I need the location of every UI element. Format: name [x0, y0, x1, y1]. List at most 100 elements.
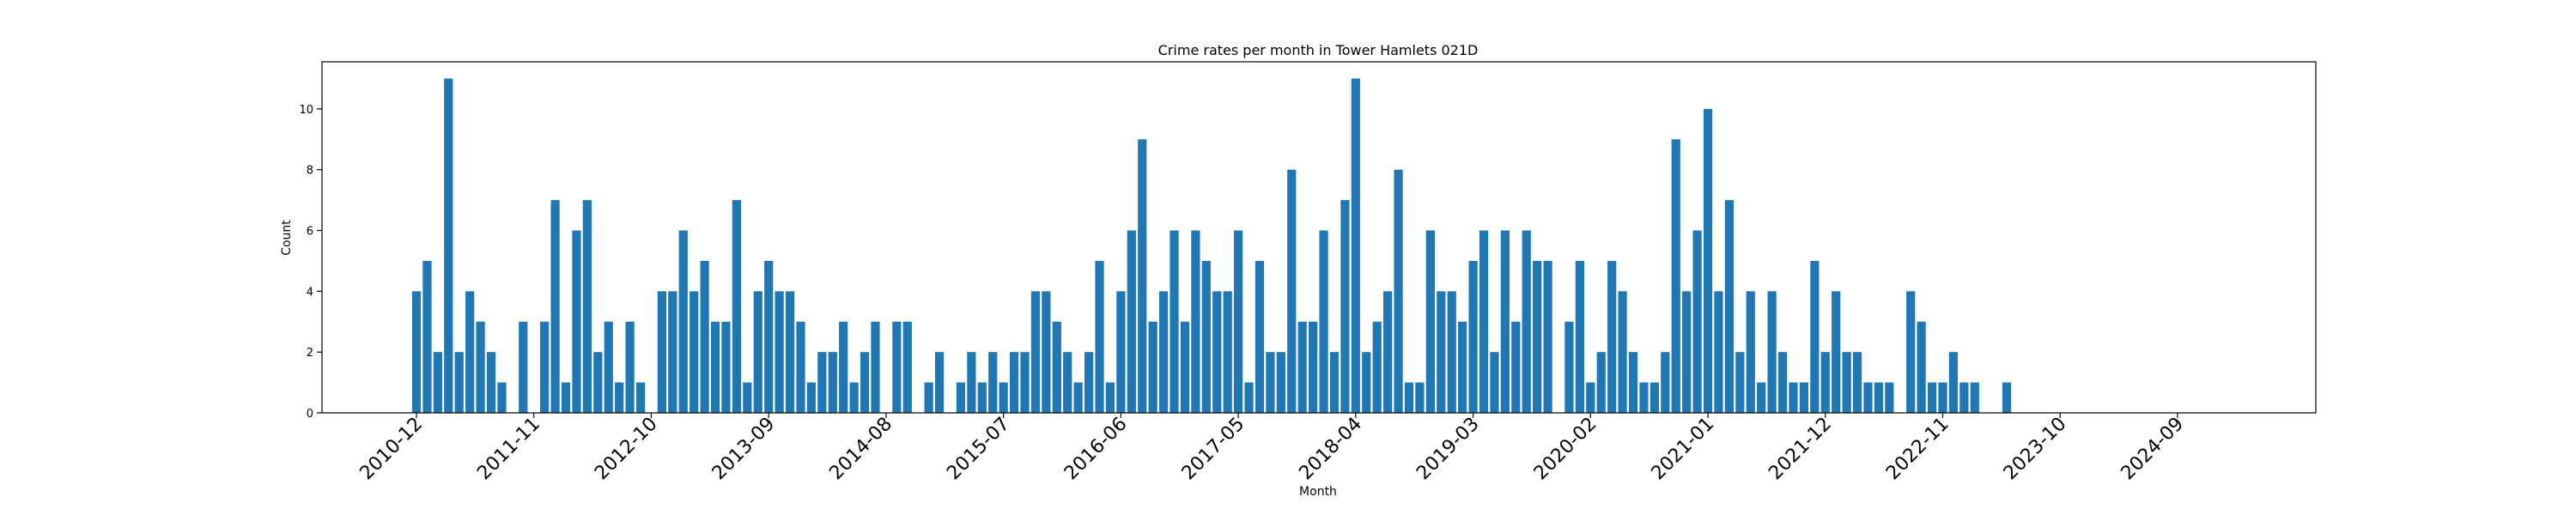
bar	[1724, 200, 1734, 413]
x-tick-label: 2013-09	[708, 414, 780, 485]
x-tick-label: 2015-07	[943, 414, 1014, 485]
x-tick-label: 2017-05	[1178, 414, 1249, 485]
bar	[1661, 352, 1670, 413]
bar	[753, 291, 762, 413]
bar	[1244, 382, 1254, 413]
x-tick-label: 2016-06	[1060, 414, 1132, 485]
bar	[1351, 78, 1360, 413]
y-tick-label: 10	[299, 104, 313, 117]
bar	[860, 352, 870, 413]
bar	[764, 260, 774, 413]
x-tick-label: 2012-10	[591, 414, 662, 485]
bar	[1714, 291, 1723, 413]
bar	[625, 321, 635, 413]
bar	[1628, 352, 1638, 413]
bar	[1052, 321, 1061, 413]
bar	[1639, 382, 1649, 413]
bar	[1223, 291, 1232, 413]
bar	[1533, 260, 1542, 413]
bar	[1618, 291, 1627, 413]
bar	[1170, 230, 1179, 413]
x-tick-label: 2019-03	[1413, 414, 1484, 485]
bar	[1479, 230, 1489, 413]
bar	[1757, 382, 1766, 413]
x-tick-label: 2021-12	[1765, 414, 1836, 485]
bar	[1127, 230, 1136, 413]
y-tick-label: 2	[307, 347, 313, 360]
bar	[540, 321, 550, 413]
bar	[710, 321, 720, 413]
bar	[956, 382, 966, 413]
bar	[561, 382, 571, 413]
plot-frame	[321, 61, 2317, 414]
y-tick-label: 0	[307, 408, 313, 421]
bar	[1372, 321, 1382, 413]
bar	[1266, 352, 1275, 413]
bar	[1682, 291, 1692, 413]
bar	[1095, 260, 1104, 413]
bar	[1394, 169, 1403, 413]
bar	[1297, 321, 1307, 413]
bar	[871, 321, 880, 413]
bar	[1586, 382, 1595, 413]
bar	[1073, 382, 1083, 413]
bar	[1511, 321, 1521, 413]
bar	[444, 78, 453, 413]
x-tick-label: 2018-04	[1295, 414, 1366, 485]
bar	[1777, 352, 1788, 413]
bar	[635, 382, 646, 413]
bar	[1009, 352, 1019, 413]
bar	[988, 352, 998, 413]
bar	[433, 352, 442, 413]
bar	[657, 291, 666, 413]
bar	[1522, 230, 1531, 413]
bar	[785, 291, 795, 413]
bar	[806, 382, 817, 413]
bar	[1735, 352, 1745, 413]
bar	[839, 321, 848, 413]
x-tick-label: 2014-08	[825, 414, 896, 485]
bar	[1543, 260, 1552, 413]
y-axis: 0 2 4 6 8 10	[299, 104, 322, 421]
bar	[721, 321, 731, 413]
bar	[1500, 230, 1510, 413]
bar	[1692, 230, 1702, 413]
bar	[615, 382, 624, 413]
bar	[796, 321, 805, 413]
bar	[1234, 230, 1243, 413]
bar	[967, 352, 976, 413]
x-tick-label: 2010-12	[356, 414, 428, 485]
bar	[1138, 139, 1147, 414]
bar	[1191, 230, 1200, 413]
bar	[1362, 352, 1371, 413]
bar	[1042, 291, 1051, 413]
bar	[1425, 230, 1435, 413]
bar	[999, 382, 1008, 413]
bar	[1906, 291, 1916, 413]
bar	[1885, 382, 1894, 413]
bar	[582, 200, 592, 413]
bar	[497, 382, 507, 413]
bar	[1276, 352, 1285, 413]
bar	[849, 382, 859, 413]
bar	[1319, 230, 1328, 413]
bar	[2002, 382, 2012, 413]
bar	[572, 230, 581, 413]
bar	[1607, 260, 1617, 413]
bar	[828, 352, 837, 413]
bar	[1212, 291, 1222, 413]
bar	[1490, 352, 1499, 413]
bar	[1415, 382, 1425, 413]
bar	[892, 321, 902, 413]
bar	[668, 291, 677, 413]
bar	[1437, 291, 1446, 413]
bar	[1447, 291, 1456, 413]
bar	[1938, 382, 1947, 413]
bar	[743, 382, 752, 413]
chart-title: Crime rates per month in Tower Hamlets 0…	[1158, 42, 1479, 58]
x-tick-label: 2020-02	[1530, 414, 1601, 485]
bar	[1084, 352, 1094, 413]
x-tick-label: 2024-09	[2117, 414, 2189, 485]
bar	[519, 321, 528, 413]
